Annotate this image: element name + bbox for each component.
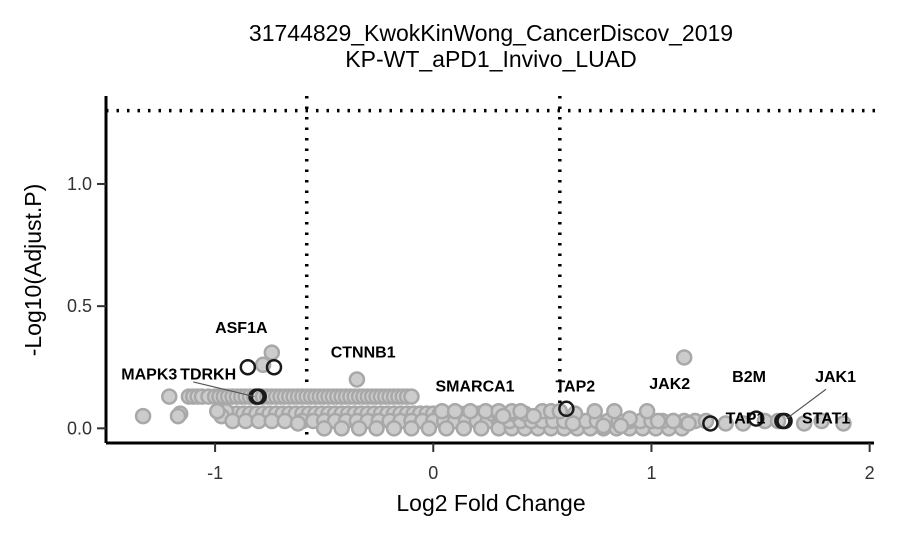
highlighted-points (239, 358, 793, 432)
gene-label-b2m: B2M (732, 369, 766, 386)
label-connector (786, 388, 827, 420)
data-point (385, 420, 403, 437)
gene-label-stat1: STAT1 (802, 410, 850, 427)
data-point (276, 412, 294, 430)
highlighted-point-tap1 (702, 415, 719, 432)
x-tick-label: -1 (207, 463, 223, 483)
data-point (403, 420, 420, 437)
gene-label-ctnnb1: CTNNB1 (331, 344, 396, 361)
data-point (717, 415, 734, 432)
label-connector (193, 381, 255, 398)
data-point (420, 420, 438, 437)
gene-label-jak2: JAK2 (649, 376, 690, 393)
x-axis-ticks: -1 0 1 2 (207, 443, 875, 483)
data-point (462, 402, 479, 420)
axes (104, 96, 874, 445)
data-point (333, 420, 350, 437)
background-points (134, 344, 852, 437)
data-point (315, 420, 333, 437)
y-axis-label: -Log10(Adjust.P) (20, 184, 46, 357)
data-point (564, 415, 582, 432)
chart-title: 31744829_KwokKinWong_CancerDiscov_2019 (249, 20, 733, 46)
gene-label-tap1: TAP1 (726, 410, 766, 427)
data-point (161, 388, 178, 405)
highlighted-point-asf1a (265, 358, 283, 376)
data-point (350, 420, 368, 437)
data-point (455, 420, 473, 437)
data-point (813, 412, 830, 430)
gene-label-smarca1: SMARCA1 (435, 379, 514, 396)
data-point (795, 415, 813, 432)
y-tick-label: 1.0 (67, 174, 92, 194)
data-point (675, 349, 693, 366)
data-point (263, 344, 281, 361)
gene-label-tdrkh: TDRKH (180, 366, 236, 383)
data-point (169, 407, 187, 425)
data-point (494, 407, 512, 425)
x-tick-label: 1 (646, 463, 656, 483)
data-point (438, 420, 455, 437)
highlighted-point-tap2 (558, 400, 575, 418)
gene-label-mapk3: MAPK3 (121, 366, 177, 383)
data-point (446, 402, 464, 420)
data-point (289, 415, 307, 432)
gene-label-asf1a: ASF1A (215, 320, 268, 337)
data-point (473, 420, 490, 437)
data-point (835, 415, 852, 432)
gene-labels: ASF1A CTNNB1 MAPK3 TDRKH SMARCA1 TAP2 JAK2 B2M J… (121, 320, 856, 427)
x-axis-label: Log2 Fold Change (396, 490, 585, 516)
gene-label-tap2: TAP2 (555, 379, 595, 396)
data-point (638, 402, 656, 420)
data-point (606, 402, 623, 420)
highlighted-point-b2m (747, 410, 765, 427)
data-point (512, 402, 529, 420)
label-connectors (193, 381, 827, 420)
y-axis-ticks: 0.0 0.5 1.0 (67, 174, 106, 438)
data-point (665, 412, 682, 430)
data-point (368, 420, 385, 437)
data-point (612, 417, 630, 435)
data-point (403, 388, 420, 405)
y-tick-label: 0.5 (67, 296, 92, 316)
highlighted-point-asf1a (239, 358, 257, 376)
x-tick-label: 2 (865, 463, 875, 483)
data-point (134, 407, 152, 425)
y-tick-label: 0.0 (67, 418, 92, 438)
chart-subtitle: KP-WT_aPD1_Invivo_LUAD (345, 46, 636, 72)
data-point (586, 402, 603, 420)
data-point (649, 412, 667, 430)
x-tick-label: 0 (428, 463, 438, 483)
highlighted-point-tdrkh (250, 388, 267, 405)
data-point (680, 415, 697, 432)
gene-label-jak1: JAK1 (815, 369, 856, 386)
data-point (595, 417, 612, 435)
highlighted-point-stat1 (776, 412, 793, 430)
data-point (348, 371, 366, 388)
data-point (209, 402, 226, 420)
